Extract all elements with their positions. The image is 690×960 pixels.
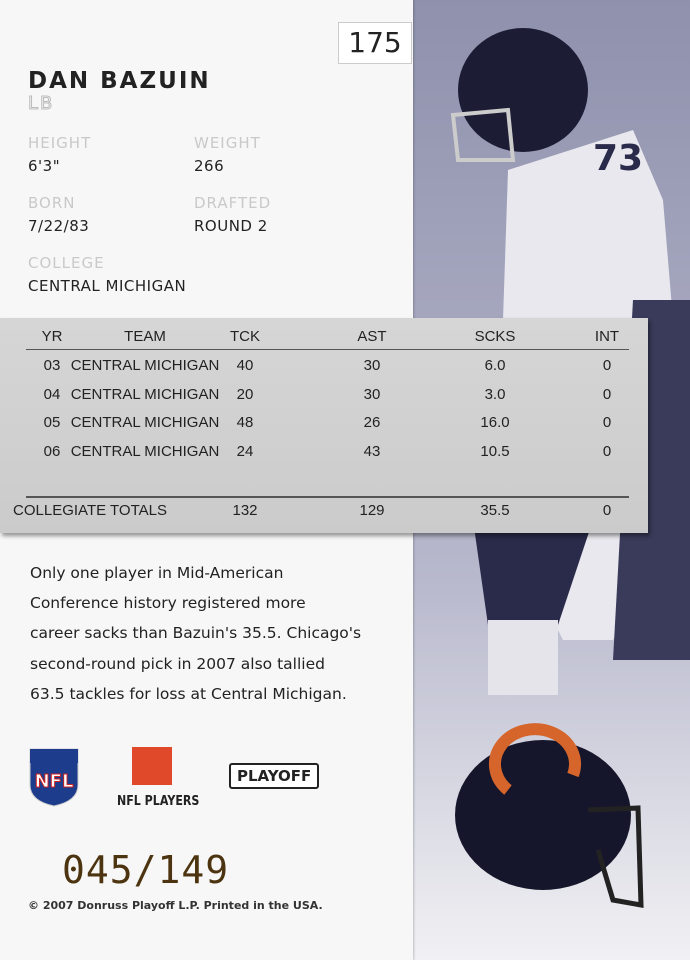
field-label: COLLEGE bbox=[28, 254, 105, 272]
table-total: COLLEGIATE TOTALS bbox=[13, 502, 167, 519]
players-logo bbox=[132, 747, 172, 785]
table-cell: 26 bbox=[363, 414, 381, 431]
table-cell: CENTRAL MICHIGAN bbox=[70, 357, 220, 374]
table-header: TEAM bbox=[124, 328, 166, 345]
field-value: ROUND 2 bbox=[194, 217, 268, 235]
table-header: SCKS bbox=[474, 328, 516, 345]
table-cell: CENTRAL MICHIGAN bbox=[70, 385, 220, 403]
blurb-line: Conference history registered more bbox=[30, 594, 306, 613]
table-cell: 20 bbox=[236, 385, 254, 403]
table-cell: 0 bbox=[602, 385, 612, 403]
table-cell: 30 bbox=[363, 357, 381, 374]
logo-text: PLAYOFF bbox=[229, 763, 320, 789]
table-header: YR bbox=[41, 328, 63, 345]
rule bbox=[26, 349, 629, 350]
copyright: © 2007 Donruss Playoff L.P. Printed in t… bbox=[28, 899, 323, 912]
nfl-shield: NFL bbox=[29, 748, 79, 807]
blurb-line: career sacks than Bazuin's 35.5. Chicago… bbox=[30, 624, 362, 643]
stats-table: YR TEAM TCK AST SCKS INT 03 CENTRAL MICHIGAN 40 3… bbox=[0, 318, 648, 533]
field-value: 6'3" bbox=[28, 157, 61, 175]
table-cell: 48 bbox=[236, 414, 254, 431]
field-label: HEIGHT bbox=[28, 134, 92, 152]
table-cell: 3.0 bbox=[484, 385, 506, 403]
serial-number: 045/149 bbox=[62, 848, 230, 892]
table-total: 35.5 bbox=[480, 502, 510, 519]
blurb-line: second-round pick in 2007 also tallied bbox=[30, 654, 325, 673]
table-cell: 30 bbox=[363, 385, 381, 403]
table-cell: 40 bbox=[236, 357, 254, 374]
player-name: DAN BAZUIN bbox=[28, 68, 211, 94]
position: LB bbox=[27, 93, 55, 115]
table-total: 129 bbox=[359, 502, 385, 519]
logo-text: NFL bbox=[35, 771, 74, 792]
table-cell: CENTRAL MICHIGAN bbox=[70, 442, 220, 460]
blurb-line: Only one player in Mid-American bbox=[30, 564, 284, 582]
field-label: WEIGHT bbox=[194, 134, 261, 152]
field-label: BORN bbox=[28, 194, 76, 212]
field-value: 7/22/83 bbox=[28, 217, 90, 235]
table-cell: 06 bbox=[43, 442, 61, 460]
table-cell: 03 bbox=[43, 357, 61, 374]
field-label: DRAFTED bbox=[194, 194, 272, 212]
table-cell: 04 bbox=[43, 385, 61, 403]
table-cell: 43 bbox=[363, 442, 381, 460]
table-total: 0 bbox=[602, 502, 612, 519]
table-header: INT bbox=[594, 328, 620, 345]
table-cell: 10.5 bbox=[480, 442, 510, 460]
table-header: AST bbox=[357, 328, 387, 345]
logo-text: NFL PLAYERS bbox=[117, 794, 200, 809]
table-cell: 24 bbox=[236, 442, 254, 460]
table-cell: CENTRAL MICHIGAN bbox=[70, 414, 220, 431]
table-total: 132 bbox=[232, 502, 258, 519]
table-cell: 16.0 bbox=[480, 414, 510, 431]
blurb-line: 63.5 tackles for loss at Central Michiga… bbox=[30, 684, 347, 703]
field-value: CENTRAL MICHIGAN bbox=[28, 277, 187, 295]
table-cell: 0 bbox=[602, 357, 612, 374]
svg-text:73: 73 bbox=[593, 138, 643, 179]
field-value: 266 bbox=[194, 157, 225, 175]
table-cell: 0 bbox=[602, 414, 612, 431]
table-cell: 05 bbox=[43, 414, 61, 431]
card-number: 175 bbox=[338, 22, 412, 64]
table-header: TCK bbox=[230, 328, 260, 345]
table-cell: 6.0 bbox=[484, 357, 506, 374]
rule bbox=[26, 496, 629, 498]
table-cell: 0 bbox=[602, 442, 612, 460]
